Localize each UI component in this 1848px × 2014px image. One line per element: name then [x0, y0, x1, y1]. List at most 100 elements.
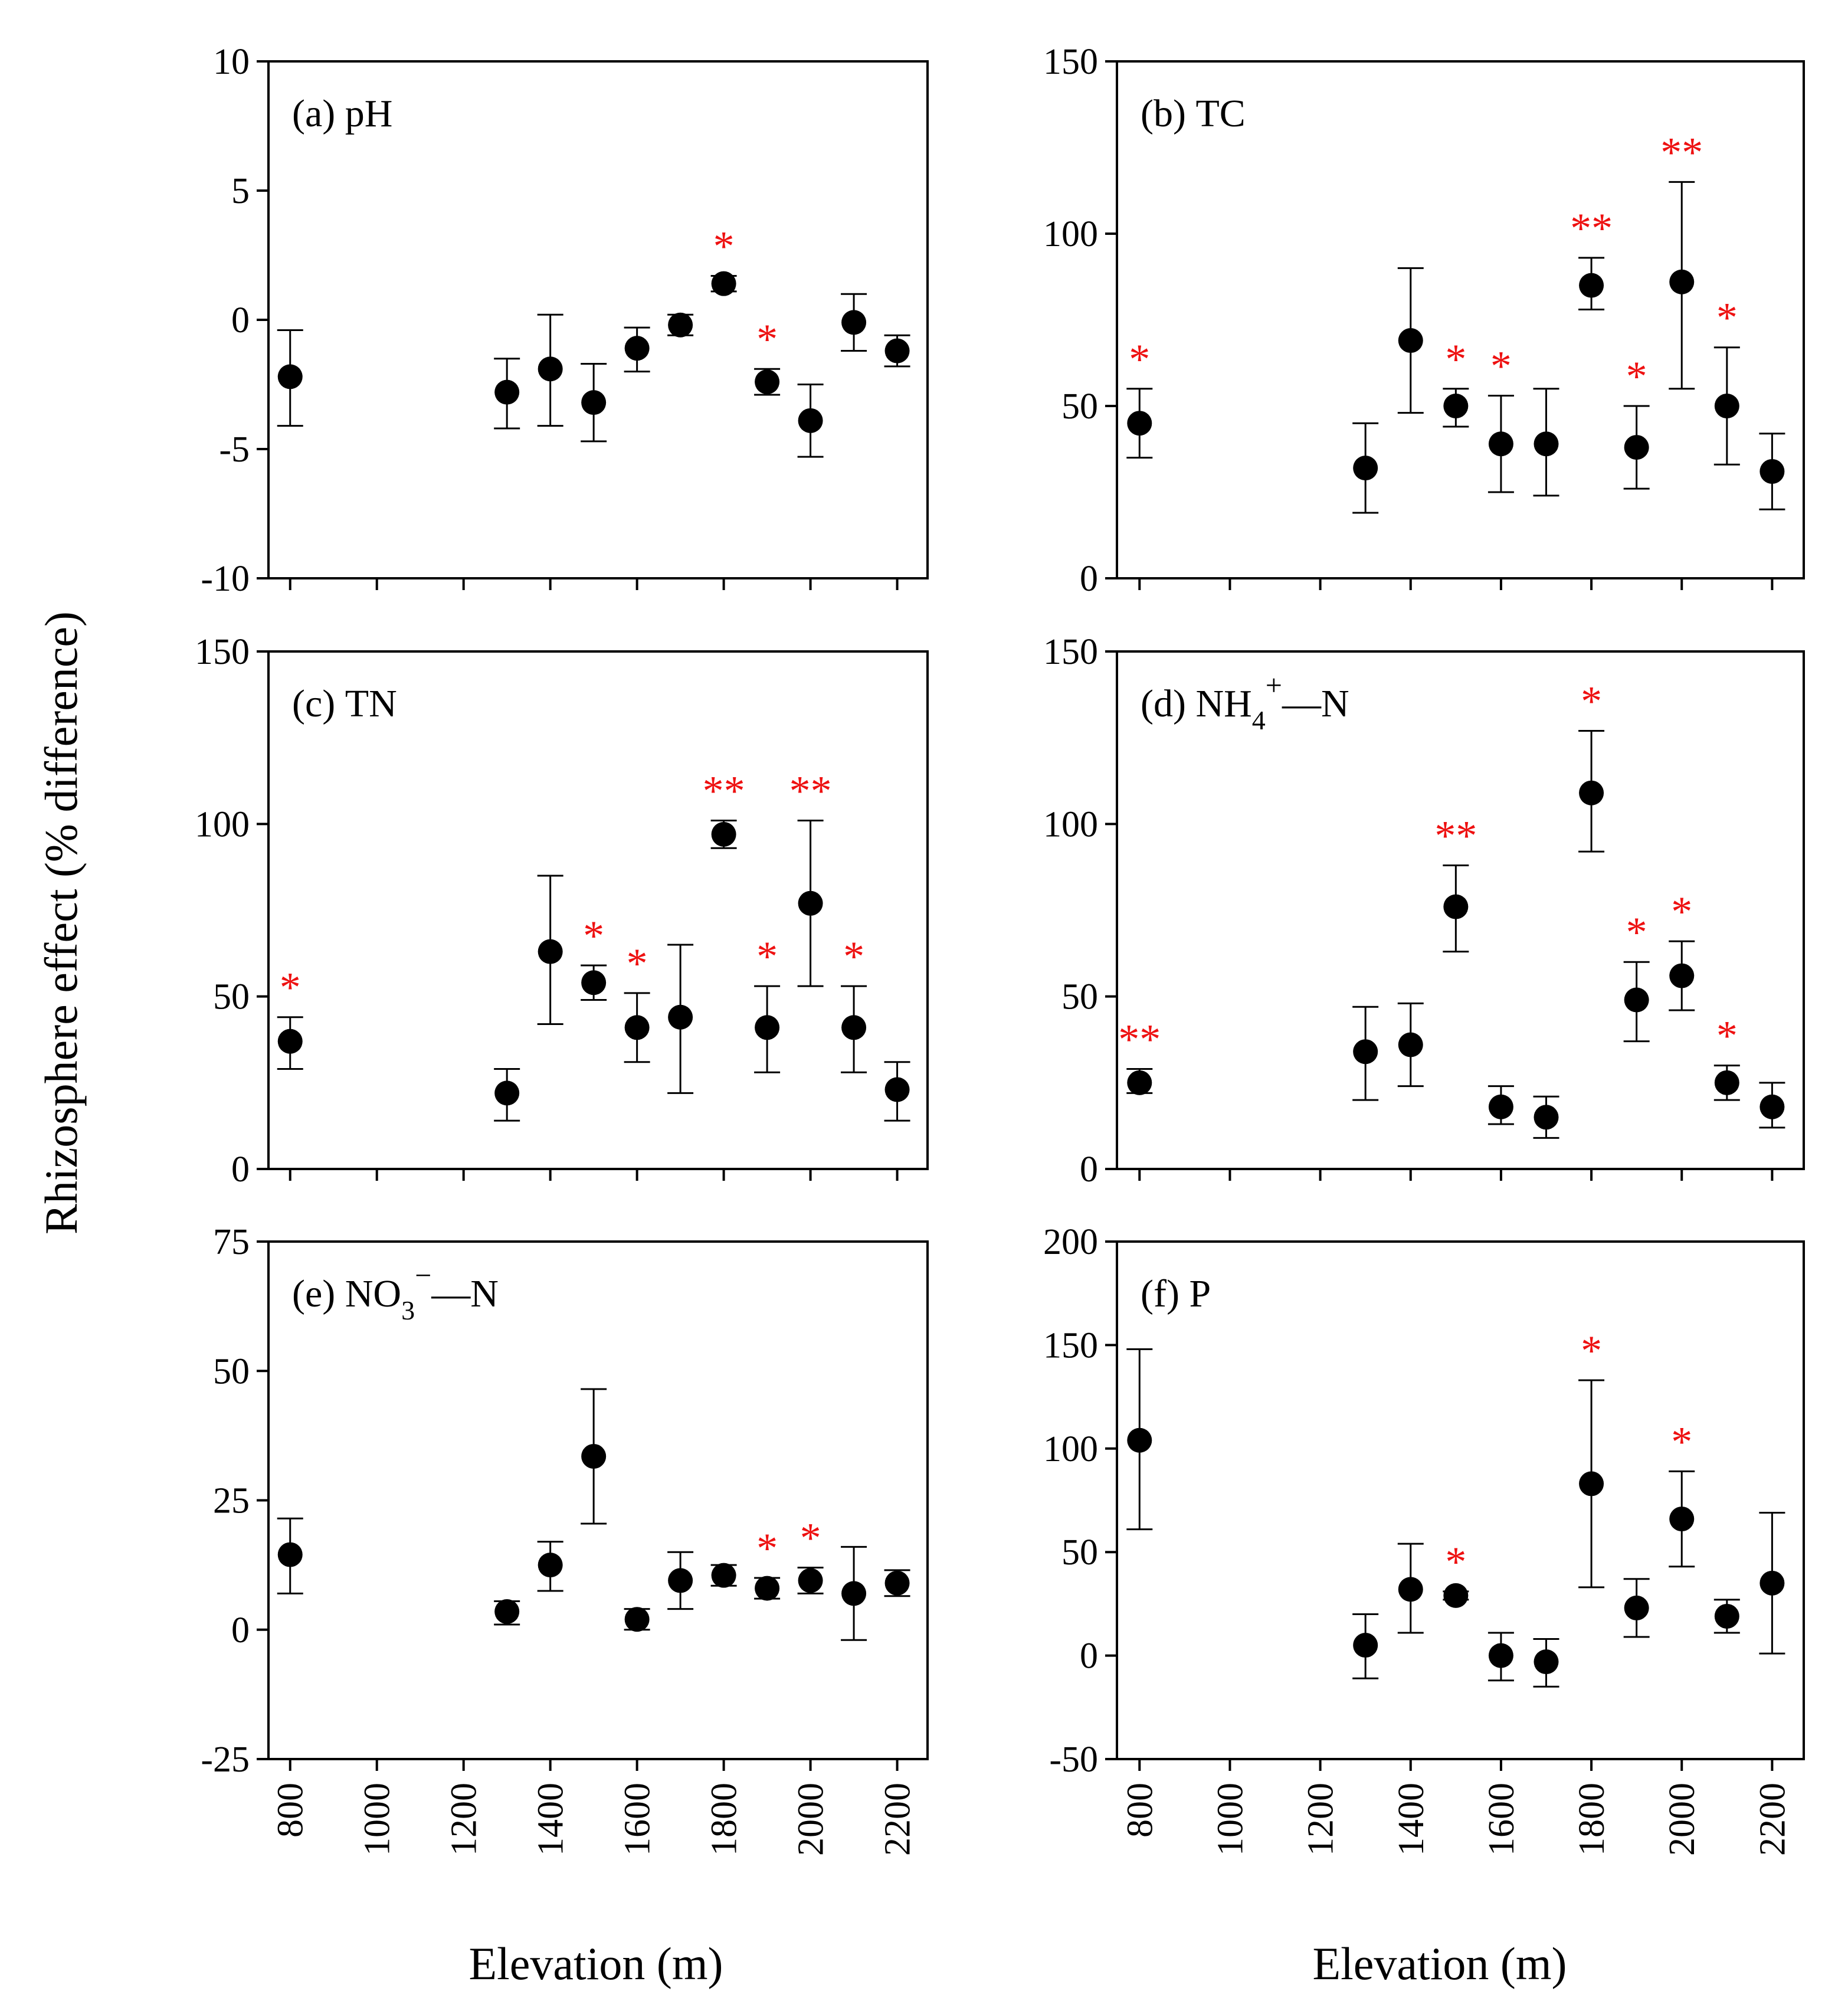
significance-label: * [280, 964, 301, 1011]
y-tick-label: 75 [213, 1222, 250, 1262]
x-axis-title-right: Elevation (m) [1312, 1938, 1567, 1989]
significance-label: ** [703, 767, 745, 814]
data-point [1579, 273, 1604, 298]
y-tick-label: 100 [1043, 804, 1098, 844]
y-tick-label: 150 [1043, 42, 1098, 82]
data-point [538, 939, 563, 964]
y-tick-label: 0 [231, 1150, 250, 1190]
significance-label: * [1445, 336, 1466, 383]
y-tick-label: 0 [1080, 1150, 1098, 1190]
x-tick-label: 1400 [1391, 1783, 1431, 1856]
data-point [755, 369, 780, 395]
y-tick-label: 50 [213, 1351, 250, 1391]
data-point [538, 1553, 563, 1578]
x-tick-label: 2000 [1662, 1783, 1702, 1856]
significance-label: * [1445, 1538, 1466, 1586]
data-point [1443, 1583, 1469, 1608]
panel-title-superscript: + [1266, 669, 1282, 702]
significance-label: * [843, 933, 864, 980]
data-point [277, 1542, 303, 1567]
panel-title-prefix: (d) [1141, 682, 1186, 725]
x-tick-label: 2200 [878, 1783, 918, 1856]
significance-label: * [1716, 294, 1738, 342]
y-tick-label: 50 [1061, 387, 1098, 427]
significance-label: ** [1118, 1016, 1161, 1063]
data-point [1714, 1070, 1739, 1095]
significance-label: * [800, 1515, 821, 1562]
x-tick-label: 1000 [358, 1783, 398, 1856]
data-point [841, 1581, 867, 1606]
panel-title-space [335, 92, 345, 135]
data-point [1759, 1570, 1785, 1596]
significance-label: * [756, 933, 778, 980]
data-point [884, 1570, 910, 1596]
data-point [1669, 1507, 1695, 1532]
data-point [277, 1029, 303, 1054]
data-point [581, 390, 607, 415]
significance-label: * [1490, 342, 1512, 389]
y-tick-label: 0 [231, 1610, 250, 1651]
panel-a: -10 -5 0 5 10 (a) pH * * [201, 42, 929, 599]
data-point [798, 1568, 823, 1593]
significance-label: * [756, 316, 778, 363]
data-point [1534, 431, 1559, 457]
panel-title-dash: — [1282, 682, 1322, 725]
significance-label: * [1129, 336, 1150, 383]
y-tick-label: -25 [201, 1740, 250, 1780]
data-point [1353, 1039, 1378, 1065]
y-tick-label: 100 [195, 804, 250, 844]
data-point [1127, 1070, 1152, 1095]
panel-title: (d) NH4+—N [1141, 669, 1349, 735]
data-point [798, 408, 823, 433]
data-point [668, 1004, 693, 1030]
panel-title-main: NH [1195, 682, 1251, 725]
panel-title: (b) TC [1141, 92, 1246, 135]
panel-title-main: TC [1195, 92, 1245, 135]
panel-title-prefix: (f) [1141, 1272, 1179, 1315]
panel-title-space [335, 682, 345, 725]
panel-f: -50 0 50 100 150 200 800 1000 1200 1400 1600 1800 20… [1043, 1222, 1805, 1856]
data-point [494, 1599, 520, 1625]
data-point [711, 1563, 736, 1588]
panel-frame [267, 650, 929, 1170]
panel-title: (c) TN [292, 682, 397, 725]
data-point [1488, 431, 1513, 457]
data-point [711, 271, 736, 296]
panel-title: (a) pH [292, 92, 392, 135]
data-point [1669, 963, 1695, 988]
y-tick-label: 100 [1043, 214, 1098, 254]
data-point [1624, 435, 1649, 460]
data-point [884, 338, 910, 363]
panel-title-dash: — [431, 1272, 471, 1315]
data-point [1624, 987, 1649, 1013]
significance-label: ** [1570, 205, 1613, 252]
data-point [1443, 394, 1469, 418]
y-tick-label: 0 [1080, 559, 1098, 599]
data-point [1534, 1649, 1559, 1675]
y-tick-label: 50 [1061, 977, 1098, 1017]
significance-label: * [1671, 1418, 1692, 1465]
y-tick-label: 10 [213, 42, 250, 82]
significance-label: * [1581, 677, 1602, 725]
x-tick-label: 1600 [1482, 1783, 1522, 1856]
data-point [668, 312, 693, 338]
data-point [1488, 1094, 1513, 1119]
y-tick-label: 25 [213, 1481, 250, 1521]
y-tick-label: -5 [219, 430, 250, 470]
panel-frame [1116, 1240, 1805, 1760]
x-tick-label: 1000 [1210, 1783, 1250, 1856]
data-point [1353, 456, 1378, 481]
data-point [798, 890, 823, 916]
significance-label: * [1581, 1327, 1602, 1374]
data-point [1443, 894, 1469, 919]
panel-e: -25 0 25 50 75 800 1000 1200 1400 1600 1800 2000 220… [201, 1222, 929, 1856]
significance-label: * [627, 940, 648, 987]
y-axis-title: Rhizosphere effect (% difference) [35, 611, 87, 1234]
y-tick-label: 5 [231, 171, 250, 211]
panel-title-superscript: − [415, 1259, 431, 1292]
x-tick-label: 1800 [705, 1783, 745, 1856]
data-point [711, 821, 736, 847]
